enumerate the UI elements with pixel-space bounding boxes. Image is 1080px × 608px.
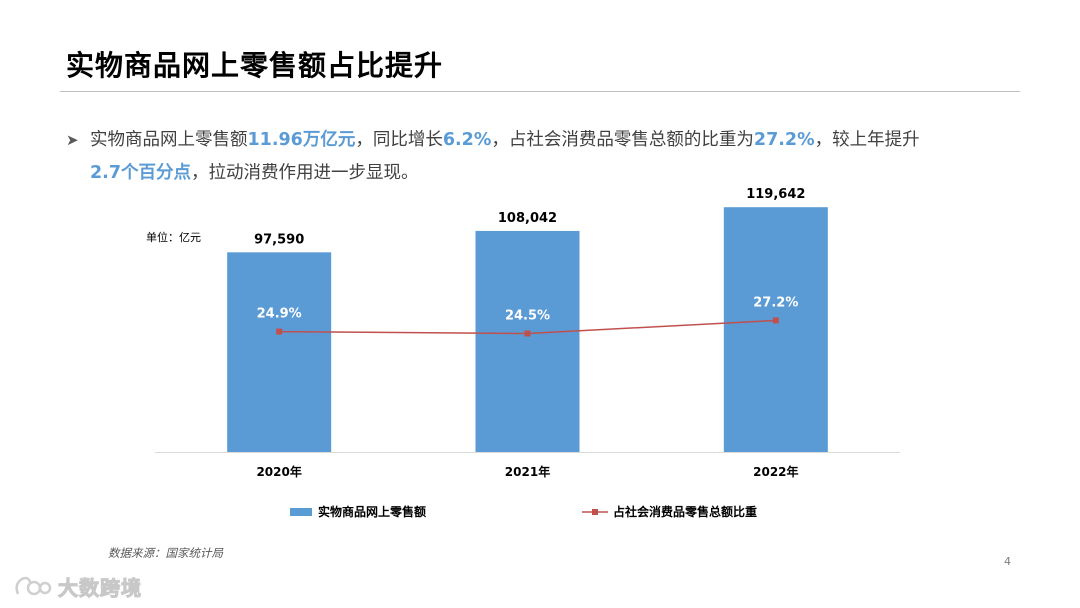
bar-2 (723, 207, 828, 452)
slide-title: 实物商品网上零售额占比提升 (66, 49, 444, 82)
share-value-label-0: 24.9% (257, 307, 302, 322)
page-number: 4 (1004, 555, 1011, 568)
bar-0 (227, 252, 332, 452)
bar-value-label-2: 119,642 (746, 187, 805, 202)
watermark-logo-icon (15, 576, 52, 595)
x-tick-label-0: 2020年 (256, 464, 301, 479)
legend-bar-swatch (290, 508, 312, 516)
share-value-label-2: 27.2% (753, 295, 798, 310)
title-divider (60, 91, 1020, 92)
share-point-1 (524, 330, 531, 337)
summary-highlight-increase: 2.7个百分点 (90, 163, 192, 183)
bar-value-label-0: 97,590 (254, 232, 304, 247)
summary-bullet: ➤ 实物商品网上零售额11.96万亿元，同比增长6.2%，占社会消费品零售总额的比… (66, 124, 1026, 190)
watermark: 大数跨境 (12, 572, 142, 601)
summary-highlight-share: 27.2% (753, 130, 815, 150)
unit-label: 单位：亿元 (146, 231, 201, 244)
summary-highlight-sales: 11.96万亿元 (247, 130, 356, 150)
share-point-0 (276, 328, 283, 335)
summary-text-4: ，较上年提升 (814, 130, 920, 150)
legend-line-marker (592, 509, 598, 515)
bar-1 (475, 230, 580, 452)
share-point-2 (772, 317, 779, 324)
watermark-text: 大数跨境 (58, 576, 142, 601)
x-tick-label-2: 2022年 (753, 464, 798, 479)
data-source: 数据来源：国家统计局 (108, 546, 223, 560)
share-value-label-1: 24.5% (505, 309, 550, 324)
legend-bar-label: 实物商品网上零售额 (318, 504, 426, 519)
summary-text-3: ，占社会消费品零售总额的比重为 (491, 130, 754, 150)
summary-text-5: ，拉动消费作用进一步显现。 (191, 163, 419, 183)
bullet-arrow-icon: ➤ (66, 131, 79, 149)
summary-highlight-growth: 6.2% (442, 130, 492, 150)
summary-text-2: ，同比增长 (355, 130, 443, 150)
summary-text-1: 实物商品网上零售额 (90, 130, 248, 150)
x-tick-label-1: 2021年 (505, 464, 550, 479)
legend-line-label: 占社会消费品零售总额比重 (613, 504, 757, 519)
bar-value-label-1: 108,042 (498, 211, 557, 226)
